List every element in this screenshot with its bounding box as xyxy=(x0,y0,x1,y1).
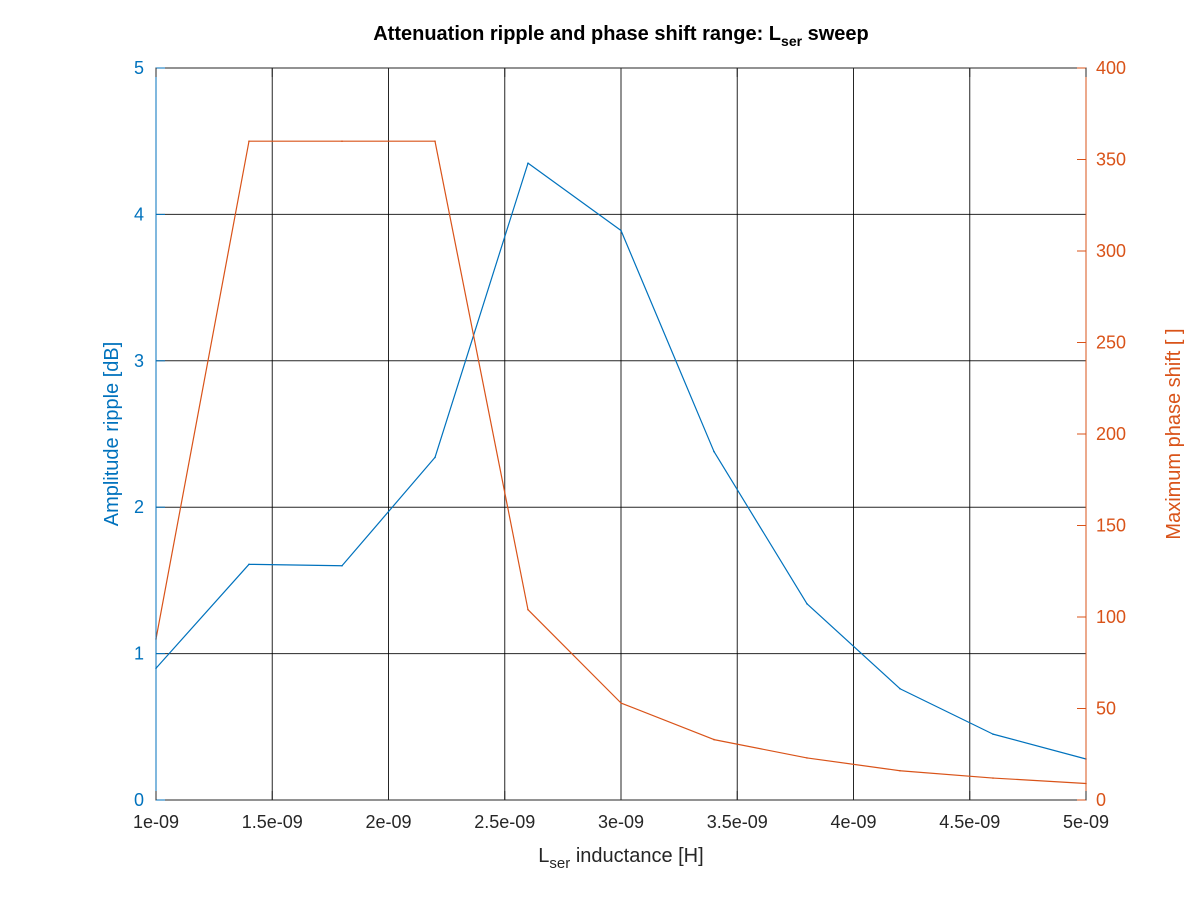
x-tick-label: 4.5e-09 xyxy=(939,812,1000,832)
left-tick-label: 5 xyxy=(134,58,144,78)
amplitude-ripple-point xyxy=(527,162,529,164)
phase-shift-point xyxy=(899,769,901,772)
phase-shift-point xyxy=(992,777,994,779)
x-tick-label: 2.5e-09 xyxy=(474,812,535,832)
right-tick-label: 250 xyxy=(1096,333,1126,353)
left-y-axis-label: Amplitude ripple [dB] xyxy=(101,342,123,527)
right-tick-label: 100 xyxy=(1096,607,1126,627)
right-tick-label: 350 xyxy=(1096,150,1126,170)
x-tick-label: 5e-09 xyxy=(1063,812,1109,832)
left-tick-label: 0 xyxy=(134,790,144,810)
phase-shift-point xyxy=(713,738,715,741)
amplitude-ripple-point xyxy=(248,563,250,566)
right-tick-label: 200 xyxy=(1096,424,1126,444)
amplitude-ripple-point xyxy=(992,733,994,735)
x-tick-label: 2e-09 xyxy=(365,812,411,832)
amplitude-ripple-point xyxy=(713,450,715,453)
amplitude-ripple-point xyxy=(899,687,901,690)
phase-shift-point xyxy=(806,757,808,759)
x-tick-label: 4e-09 xyxy=(830,812,876,832)
phase-shift-point xyxy=(527,608,529,611)
left-tick-label: 2 xyxy=(134,497,144,517)
left-tick-label: 3 xyxy=(134,351,144,371)
phase-shift-point xyxy=(248,140,250,142)
x-tick-label: 3e-09 xyxy=(598,812,644,832)
left-y-axis: 0 1 2 3 4 5 xyxy=(134,58,165,810)
x-axis: 1e-09 1.5e-09 2e-09 2.5e-09 3e-09 3.5e-09 4e-0… xyxy=(133,68,1109,832)
right-y-axis: 0 50 100 150 200 250 300 350 400 xyxy=(1077,58,1126,810)
right-tick-label: 400 xyxy=(1096,58,1126,78)
x-tick-label: 1.5e-09 xyxy=(242,812,303,832)
x-axis-label: Lser inductance [H] xyxy=(538,845,703,872)
phase-shift-point xyxy=(620,702,622,704)
amplitude-ripple-point xyxy=(806,603,808,605)
x-tick-label: 3.5e-09 xyxy=(707,812,768,832)
amplitude-ripple-point xyxy=(434,456,436,459)
phase-shift-point xyxy=(341,140,343,142)
right-tick-label: 150 xyxy=(1096,516,1126,536)
amplitude-ripple-point xyxy=(341,564,343,567)
right-y-axis-label: Maximum phase shift [ ] xyxy=(1163,328,1185,539)
x-tick-label: 1e-09 xyxy=(133,812,179,832)
right-tick-label: 50 xyxy=(1096,699,1116,719)
right-tick-label: 0 xyxy=(1096,790,1106,810)
amplitude-ripple-point xyxy=(620,229,622,232)
chart-title: Attenuation ripple and phase shift range… xyxy=(373,23,869,49)
right-tick-label: 300 xyxy=(1096,241,1126,261)
left-tick-label: 4 xyxy=(134,204,144,224)
left-tick-label: 1 xyxy=(134,644,144,664)
phase-shift-point xyxy=(434,140,436,142)
